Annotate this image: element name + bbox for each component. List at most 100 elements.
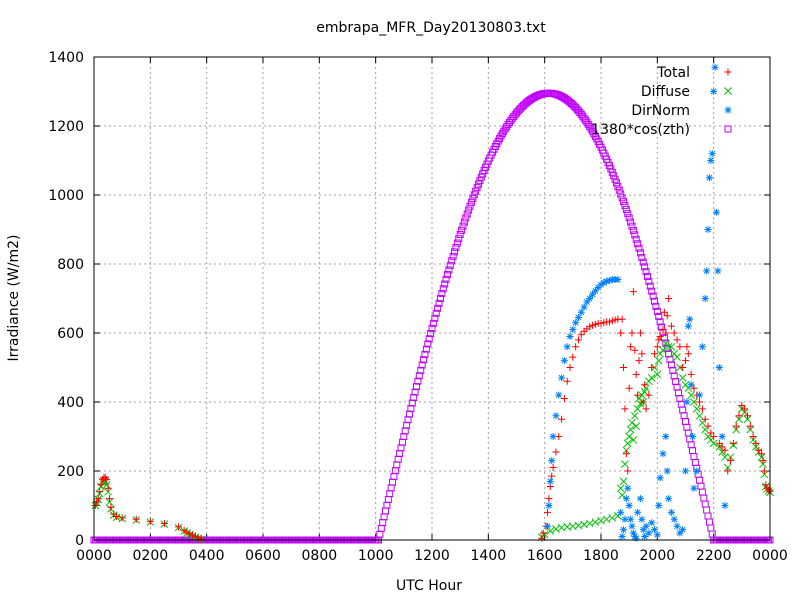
cos-point [470,191,478,199]
cos-point [413,383,421,391]
cos-point [422,345,430,353]
total-point [629,288,637,296]
total-point [574,336,582,344]
total-point [752,439,760,447]
dirnorm-point [689,433,697,440]
diffuse-point [664,342,673,351]
diffuse-point [654,356,663,365]
cos-point [456,230,464,238]
cos-point [448,257,456,265]
total-point [765,486,773,494]
total-point [552,448,560,456]
total-point [624,467,632,475]
total-point [648,364,656,371]
cos-point [627,218,635,226]
dirnorm-point [687,381,695,389]
cos-point [665,350,673,358]
cos-point [617,190,625,198]
cos-point [460,218,468,226]
chart-title: embrapa_MFR_Day20130803.txt [316,20,546,36]
y-tick-label: 1200 [48,119,84,135]
cos-point [676,395,684,403]
dirnorm-point [620,526,628,534]
dirnorm-point [618,533,626,541]
cos-point [458,226,466,234]
x-axis: 0000 0200 0400 0600 0800 1000 1200 1400 1600 1800… [76,57,788,564]
total-point [653,343,661,351]
dirnorm-point [597,281,605,289]
dirnorm-point [663,467,671,475]
cos-point [696,476,704,484]
total-point [724,467,732,475]
total-point [665,295,673,302]
total-point [563,377,571,385]
cos-point [443,271,451,279]
total-point [676,343,684,351]
dirnorm-point [670,515,678,523]
diffuse-point [632,422,641,431]
dirnorm-point [718,433,726,440]
x-tick-label: 1600 [527,548,563,564]
cos-point [701,500,709,508]
x-tick-label: 0400 [189,548,225,564]
cos-point [707,524,715,532]
dirnorm-point [572,319,580,327]
dirnorm-point [558,374,566,382]
total-point [749,433,757,440]
dirnorm-point [673,522,681,530]
cos-point [638,253,646,261]
total-point [627,343,635,351]
cos-point [649,292,657,300]
dirnorm-point [545,502,553,509]
cos-point [635,244,643,252]
y-tick-label: 0 [75,533,84,549]
dirnorm-point [563,343,571,351]
cos-point [631,231,639,239]
total-point [631,346,639,354]
cos-point [684,429,692,437]
total-point [639,398,647,406]
total-point [549,464,557,472]
cos-point [673,383,681,391]
total-point [704,422,712,430]
cos-point [449,252,457,260]
total-point [710,433,718,440]
total-point [569,353,577,361]
total-point [566,364,574,371]
cos-point [397,444,405,452]
total-point [670,329,678,337]
dirnorm-point [548,457,556,465]
diffuse-point [673,353,681,362]
diffuse-point [602,515,611,524]
total-point [620,364,628,371]
total-point [625,384,633,392]
cos-point [398,438,406,446]
diffuse-point [597,516,605,525]
y-tick-label: 1000 [48,188,84,204]
total-point [543,508,551,516]
total-point [621,405,629,413]
cos-point [462,214,470,222]
cos-point [611,175,619,183]
x-tick-label: 0600 [245,548,281,564]
dirnorm-point [690,484,698,492]
cos-point [636,249,644,257]
total-point [701,415,709,423]
x-tick-label: 0200 [133,548,169,564]
legend-label: 1380*cos(zth) [591,122,690,138]
plot-frame [93,56,771,541]
dirnorm-point [721,502,729,509]
cos-point [639,258,647,266]
cos-point [414,377,422,385]
dirnorm-point [656,474,664,482]
cos-point [682,417,689,425]
total-point [696,398,704,406]
dirnorm-point [683,398,691,406]
cos-point [415,372,423,380]
dirnorm-point [679,526,687,534]
cos-point [465,206,473,214]
cos-point [652,302,660,310]
cos-point [467,198,475,206]
total-point [732,422,740,430]
y-tick-label: 400 [57,395,84,411]
